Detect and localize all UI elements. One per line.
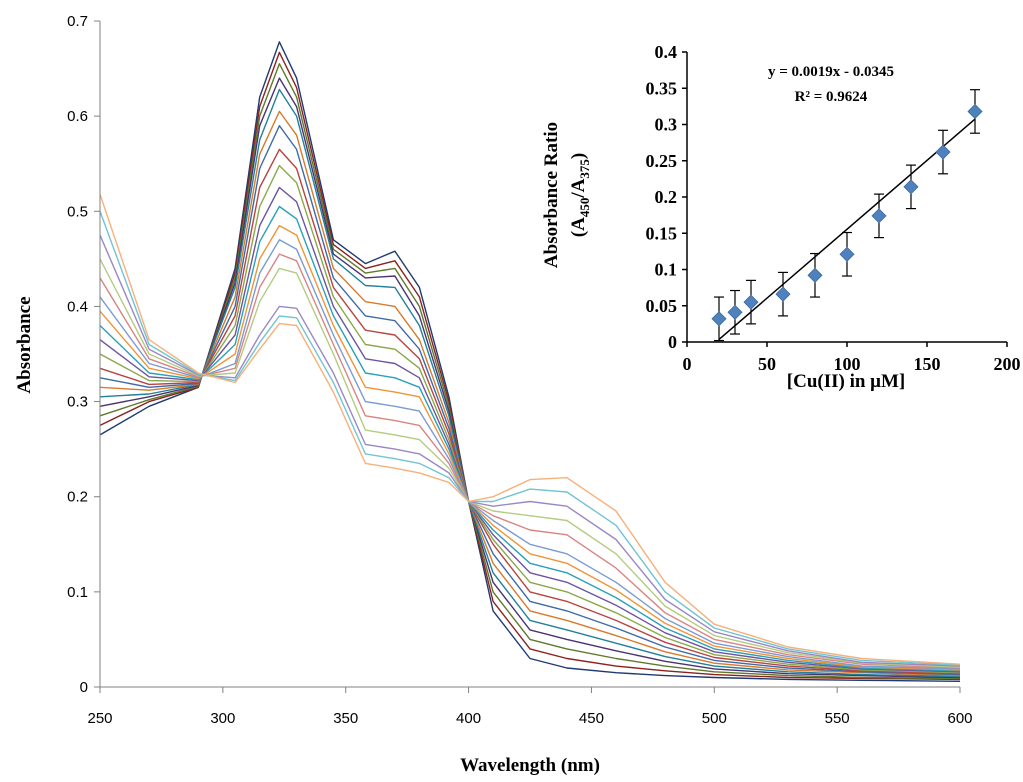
data-point-diamond: [871, 208, 887, 224]
data-point-diamond: [711, 311, 727, 327]
data-point-diamond: [935, 144, 951, 160]
main-y-tick-label: 0.1: [67, 584, 88, 601]
inset-y-tick-label: 0.35: [646, 78, 678, 98]
trendline-equation: y = 0.0019x - 0.0345: [768, 64, 894, 80]
main-series-group: [99, 41, 961, 682]
inset-y-tick-label: 0.2: [655, 187, 678, 207]
data-point-diamond: [727, 304, 743, 320]
data-point-diamond: [903, 179, 919, 195]
inset-marks: [711, 89, 983, 342]
absorbance-series-11: [99, 205, 961, 672]
main-x-tick-label: 400: [456, 710, 481, 727]
absorbance-series-2: [99, 51, 961, 681]
main-y-tick-label: 0.6: [67, 108, 88, 125]
absorbance-series-15: [99, 258, 961, 668]
main-x-tick-label: 350: [333, 710, 358, 727]
main-y-tick-label: 0.3: [67, 394, 88, 411]
main-y-tick-label: 0.5: [67, 203, 88, 220]
data-point-diamond: [839, 246, 855, 262]
inset-y-tick-label: 0: [668, 332, 677, 352]
data-point-diamond: [967, 103, 983, 120]
inset-y-axis-title: Absorbance Ratio: [541, 122, 562, 268]
main-x-tick-label: 600: [947, 710, 972, 727]
subscript-375: 375: [577, 159, 592, 179]
inset-y-tick-label: 0.25: [646, 151, 678, 171]
inset-x-tick-label: 100: [834, 354, 861, 374]
inset-plot: 0 0.05 0.1 0.15 0.2 0.25 0.3 0.35 0.4 0 50 100 150 20…: [541, 42, 1021, 392]
data-point-diamond: [775, 286, 791, 302]
main-y-tick-label: 0.4: [67, 298, 88, 315]
main-y-tick-label: 0: [80, 679, 88, 696]
absorbance-series-6: [99, 110, 961, 677]
trendline: [718, 118, 976, 341]
absorbance-series-3: [99, 63, 961, 680]
absorbance-series-17: [99, 211, 961, 666]
main-y-axis-title: Absorbance: [14, 296, 35, 393]
main-x-axis-title: Wavelength (nm): [460, 755, 600, 776]
main-y-tick-label: 0.2: [67, 489, 88, 506]
r-squared-label: R² = 0.9624: [795, 89, 868, 105]
absorbance-series-9: [99, 164, 961, 674]
inset-axes: 0 0.05 0.1 0.15 0.2 0.25 0.3 0.35 0.4 0 50 100 150 20…: [646, 42, 1021, 374]
inset-y-tick-label: 0.3: [655, 115, 678, 135]
absorbance-series-12: [99, 224, 961, 671]
absorbance-series-5: [99, 88, 961, 678]
inset-y-tick-label: 0.05: [646, 296, 678, 316]
absorbance-series-1: [99, 41, 961, 682]
inset-y-tick-label: 0.15: [646, 223, 678, 243]
main-x-tick-label: 250: [87, 710, 112, 727]
inset-y-tick-label: 0.4: [655, 42, 678, 62]
main-x-tick-label: 500: [702, 710, 727, 727]
absorbance-series-14: [99, 253, 961, 669]
absorbance-series-7: [99, 124, 961, 676]
main-x-tick-label: 300: [210, 710, 235, 727]
absorbance-series-18: [99, 193, 961, 665]
absorbance-series-4: [99, 77, 961, 679]
data-point-diamond: [807, 267, 823, 283]
inset-y-axis-subtitle: (A450/A375): [568, 153, 592, 237]
inset-x-tick-label: 0: [683, 354, 692, 374]
main-x-tick-label: 450: [579, 710, 604, 727]
absorbance-series-8: [99, 148, 961, 675]
absorbance-series-10: [99, 186, 961, 673]
absorbance-series-16: [99, 234, 961, 667]
main-x-tick-label: 550: [825, 710, 850, 727]
inset-x-tick-label: 200: [994, 354, 1021, 374]
data-point-diamond: [743, 294, 759, 310]
inset-x-axis-title: [Cu(II) in μM]: [787, 371, 905, 392]
inset-x-tick-label: 150: [914, 354, 941, 374]
inset-x-tick-label: 50: [758, 354, 776, 374]
main-y-tick-label: 0.7: [67, 13, 88, 30]
absorbance-series-13: [99, 239, 961, 670]
subscript-450: 450: [577, 198, 592, 218]
inset-y-tick-label: 0.1: [655, 260, 678, 280]
